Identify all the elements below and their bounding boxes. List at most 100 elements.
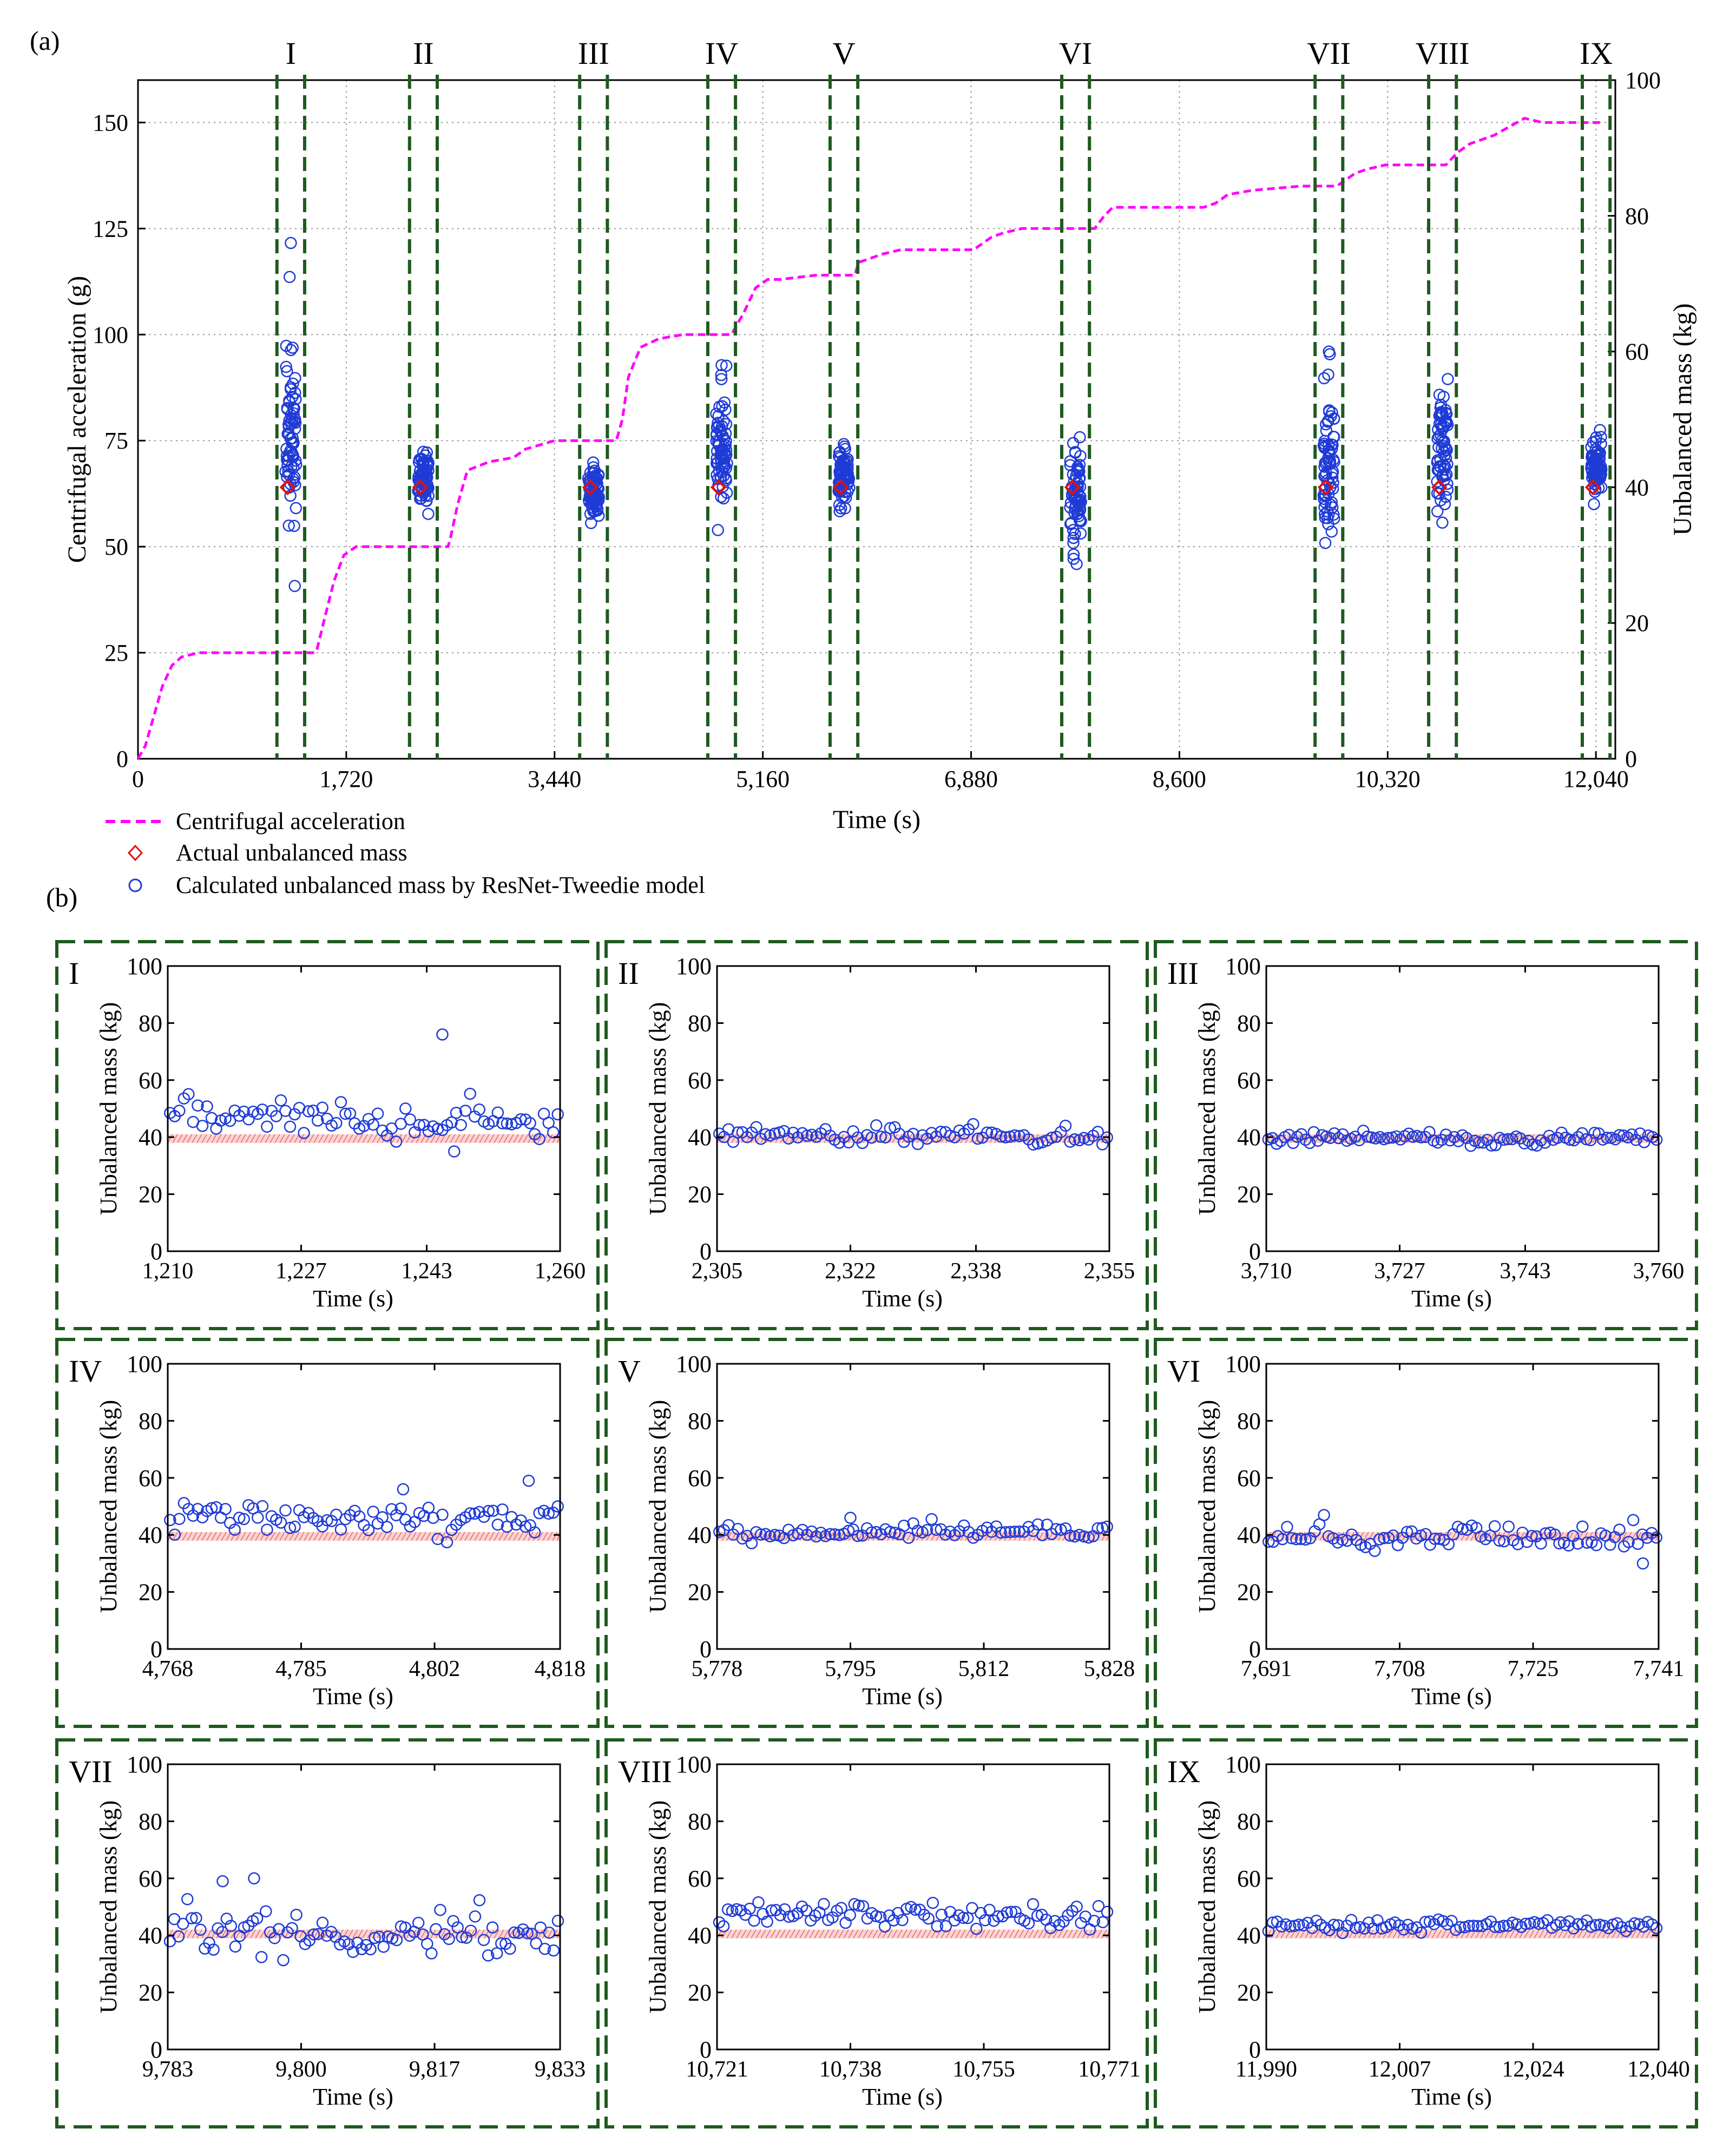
calculated-mass-point [1594,424,1606,436]
actual-mass-hatch [833,1929,839,1939]
actual-mass-hatch [474,1929,480,1939]
y-tick-label: 80 [1237,1010,1261,1036]
calculated-mass-point [248,1872,260,1885]
calculated-mass-point [1262,1535,1275,1548]
plot-area-frame [716,1763,1110,2051]
calculated-mass-point [1082,1531,1095,1544]
calculated-mass-point [584,517,597,529]
calculated-mass-point [320,1929,333,1942]
calculated-mass-point [207,1943,220,1956]
actual-mass-hatch [313,1532,319,1541]
actual-mass-hatch [401,1532,407,1541]
actual-mass-hatch [970,1929,976,1939]
actual-mass-hatch [1067,1532,1073,1541]
plot-area-frame [167,965,561,1252]
window-frame [1154,940,1698,1330]
calculated-mass-point [1101,1131,1113,1144]
actual-mass-marker [1064,479,1081,496]
actual-mass-hatch [464,1929,470,1939]
actual-mass-hatch [902,1134,908,1144]
calculated-mass-point [1068,1133,1081,1146]
calculated-mass-point [286,1922,298,1935]
calculated-mass-point [999,1526,1012,1539]
actual-mass-hatch [221,1532,227,1541]
actual-mass-marker [582,479,599,496]
calculated-mass-point [1435,494,1447,507]
calculated-mass-point [496,1503,509,1516]
window-label: V [833,36,856,71]
calculated-mass-point [800,1904,813,1917]
calculated-mass-point [490,1947,503,1960]
actual-mass-hatch [269,1134,275,1144]
calculated-mass-point [979,1914,991,1927]
actual-mass-hatch [464,1532,470,1541]
actual-mass-hatch [741,1929,747,1939]
calculated-mass-point [225,1920,238,1932]
calculated-mass-point [1438,435,1451,448]
calculated-mass-point [715,359,728,371]
calculated-mass-point [390,1934,403,1947]
calculated-mass-point [487,1504,499,1517]
actual-mass-hatch [518,1532,524,1541]
calculated-mass-point [1559,1919,1571,1931]
calculated-mass-point [542,1116,555,1129]
calculated-mass-point [1361,1131,1374,1143]
calculated-mass-point [477,1934,490,1946]
actual-mass-hatch [1057,1929,1063,1939]
calculated-mass-point [1568,1134,1580,1147]
actual-mass-hatch [377,1532,383,1541]
actual-mass-hatch [887,1929,893,1939]
actual-mass-hatch [494,1134,499,1144]
calculated-mass-point [1022,1917,1035,1930]
calculated-mass-point [975,1907,987,1920]
actual-mass-hatch [265,1532,271,1541]
calculated-mass-point [1393,1919,1405,1931]
subplot-VII: VII 0 20 40 60 80 100 9,783 9,800 9,817 9,833 Time … [55,1738,600,2128]
calculated-mass-point [1502,1133,1514,1146]
actual-mass-hatch [430,1134,436,1144]
calculated-mass-point [281,1926,294,1939]
calculated-mass-point [260,1905,272,1917]
y-tick-label: 60 [139,1465,162,1492]
calculated-mass-point [1429,1533,1441,1545]
y-tick-label: 40 [139,1922,162,1949]
calculated-mass-point [957,1911,970,1924]
actual-mass-hatch [848,1929,854,1939]
calculated-mass-point [712,524,724,536]
actual-mass-hatch [192,1532,198,1541]
calculated-mass-point [1402,1919,1415,1931]
legend-actual-label: Actual unbalanced mass [176,839,407,866]
calculated-mass-point [364,1943,377,1956]
calculated-mass-point [925,1513,938,1526]
calculated-mass-point [1349,1922,1362,1934]
x-tick-label: 5,795 [825,1657,876,1681]
actual-mass-hatch [372,1532,378,1541]
plot-area-frame [167,1363,561,1650]
actual-mass-hatch [547,1134,553,1144]
calculated-mass-point [273,1923,285,1935]
calculated-mass-point [1290,1533,1303,1546]
calculated-mass-point [1036,1529,1049,1541]
calculated-mass-point [768,1127,781,1140]
calculated-mass-point [1535,1537,1547,1550]
calculated-mass-point [1525,1529,1538,1542]
x-tick-label: 2,338 [950,1259,1002,1284]
actual-mass-marker [1431,479,1448,496]
actual-mass-hatch [1077,1929,1083,1939]
actual-mass-hatch [999,1929,1005,1939]
calculated-mass-point [1074,527,1087,540]
actual-mass-hatch [537,1134,543,1144]
calculated-mass-point [403,1929,416,1942]
y-axis-label: Unbalanced mass (kg) [1194,1801,1220,2013]
actual-mass-hatch [911,1929,917,1939]
calculated-mass-point [422,508,435,520]
actual-mass-hatch [989,1929,995,1939]
calculated-mass-point [1463,1920,1475,1932]
y-tick-label: 20 [688,1181,712,1208]
calculated-mass-point [961,1911,974,1924]
y-axis-label: Centrifugal acceleration (g) [63,276,91,563]
calculated-mass-point [1394,1133,1407,1146]
calculated-mass-point [878,1920,891,1933]
y-tick-label: 75 [104,428,128,454]
subplot-VIII: VIII 0 20 40 60 80 100 10,721 10,738 10,755 10,771… [604,1738,1149,2128]
